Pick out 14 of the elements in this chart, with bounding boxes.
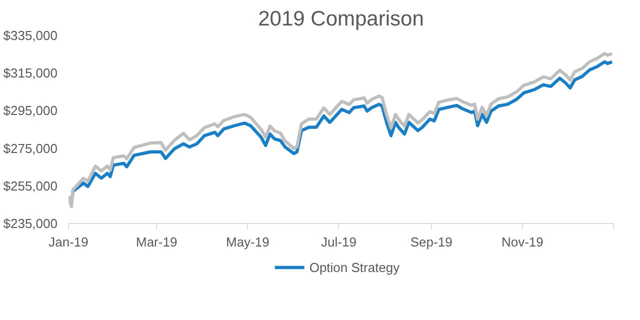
y-tick-label: $255,000: [3, 178, 58, 194]
x-tick-label: May-19: [226, 234, 270, 250]
y-tick-label: $295,000: [3, 103, 58, 118]
x-tick-label: Nov-19: [501, 234, 544, 250]
legend-label: Option Strategy: [309, 260, 400, 274]
y-tick-label: $275,000: [3, 140, 58, 156]
x-tick-label: Mar-19: [136, 234, 178, 250]
chart-title: 2019 Comparison: [258, 8, 424, 30]
y-tick-label: $335,000: [3, 28, 58, 43]
x-tick-label: Jul-19: [321, 234, 356, 250]
y-tick-label: $235,000: [3, 216, 58, 231]
y-tick-label: $315,000: [3, 66, 58, 81]
x-tick-label: Jan-19: [48, 234, 88, 250]
x-tick-label: Sep-19: [410, 234, 452, 250]
